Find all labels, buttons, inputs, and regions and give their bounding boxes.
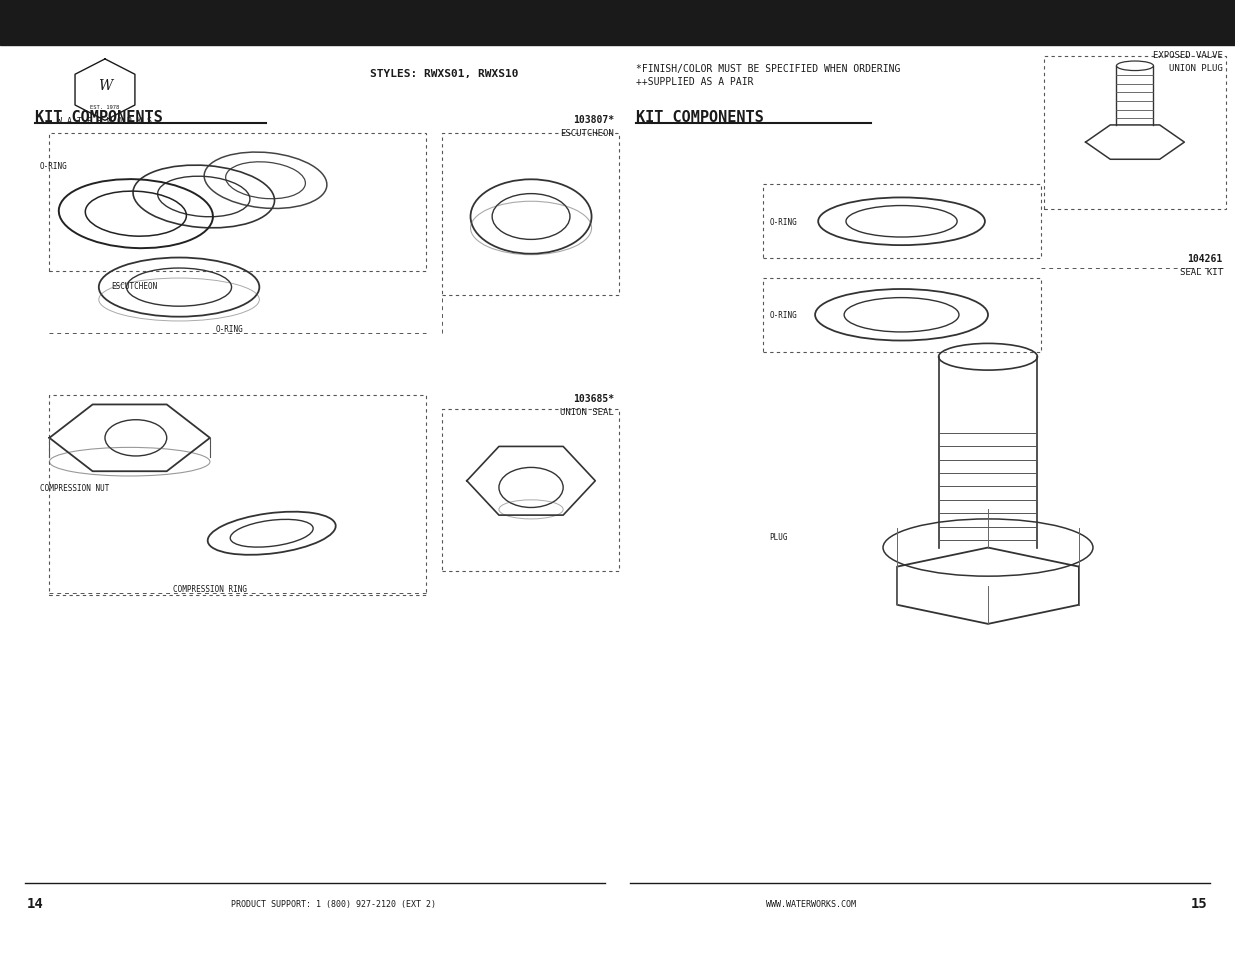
Text: COMPRESSION RING: COMPRESSION RING [173, 584, 247, 594]
Text: O-RING: O-RING [769, 217, 797, 227]
Text: UNION PLUG: UNION PLUG [1168, 64, 1223, 73]
Text: 15: 15 [1191, 897, 1208, 910]
Text: COMPRESSION NUT: COMPRESSION NUT [40, 483, 109, 493]
Text: W A T E R W O R K S: W A T E R W O R K S [58, 116, 152, 126]
Text: KIT COMPONENTS: KIT COMPONENTS [35, 110, 162, 125]
Text: WWW.WATERWORKS.COM: WWW.WATERWORKS.COM [766, 899, 856, 908]
Text: 103685*: 103685* [573, 394, 614, 403]
Text: PRODUCT SUPPORT: 1 (800) 927-2120 (EXT 2): PRODUCT SUPPORT: 1 (800) 927-2120 (EXT 2… [231, 899, 436, 908]
Text: 104261: 104261 [1187, 254, 1223, 264]
Text: W: W [98, 79, 112, 92]
Text: KIT COMPONENTS: KIT COMPONENTS [636, 110, 763, 125]
Text: ESCUTCHEON: ESCUTCHEON [559, 129, 614, 138]
Text: O-RING: O-RING [40, 162, 67, 172]
Text: 14: 14 [27, 897, 44, 910]
Text: EXPOSED VALVE: EXPOSED VALVE [1152, 51, 1223, 60]
Text: 103805*: 103805* [1182, 37, 1223, 47]
Text: UNION SEAL: UNION SEAL [559, 407, 614, 416]
Text: ESCUTCHEON: ESCUTCHEON [111, 281, 157, 291]
Text: SEAL KIT: SEAL KIT [1179, 268, 1223, 277]
Text: *FINISH/COLOR MUST BE SPECIFIED WHEN ORDERING: *FINISH/COLOR MUST BE SPECIFIED WHEN ORD… [636, 64, 900, 73]
Text: EST. 1978: EST. 1978 [90, 105, 120, 111]
Bar [49, 133, 426, 272]
Bar [763, 278, 1041, 353]
Text: PLUG: PLUG [769, 532, 788, 541]
Bar [763, 185, 1041, 259]
Bar [442, 410, 619, 572]
Bar [1044, 57, 1226, 210]
Bar [442, 133, 619, 295]
Text: 103807*: 103807* [573, 115, 614, 125]
Text: ++SUPPLIED AS A PAIR: ++SUPPLIED AS A PAIR [636, 77, 753, 87]
Bar [49, 395, 426, 596]
Text: O-RING: O-RING [769, 311, 797, 320]
Text: O-RING: O-RING [216, 324, 243, 334]
Text: STYLES: RWXS01, RWXS10: STYLES: RWXS01, RWXS10 [370, 70, 519, 79]
Bar [0, 0, 1235, 46]
